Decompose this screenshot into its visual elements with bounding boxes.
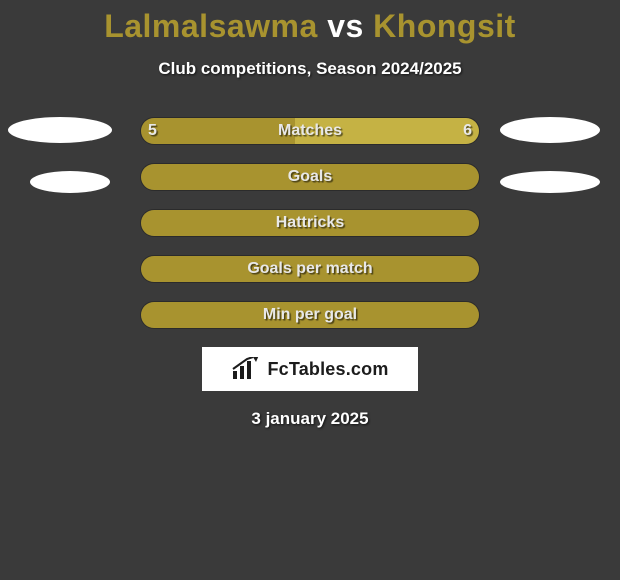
bar-left-segment	[141, 118, 295, 144]
stat-row: Min per goal	[0, 301, 620, 329]
bar-track	[140, 255, 480, 283]
date-label: 3 january 2025	[0, 409, 620, 429]
bar-right-segment	[295, 118, 479, 144]
brand-text: FcTables.com	[267, 359, 388, 380]
player2-name: Khongsit	[373, 8, 516, 44]
brand-logo: FcTables.com	[202, 347, 418, 391]
bar-chart-icon	[231, 357, 261, 381]
bar-track	[140, 209, 480, 237]
stat-row: Goals	[0, 163, 620, 191]
player1-name: Lalmalsawma	[104, 8, 318, 44]
subtitle: Club competitions, Season 2024/2025	[0, 59, 620, 79]
stat-row: Hattricks	[0, 209, 620, 237]
stat-value-right: 6	[463, 117, 472, 145]
bar-full-segment	[141, 164, 479, 190]
comparison-card: Lalmalsawma vs Khongsit Club competition…	[0, 0, 620, 429]
stat-row: 56Matches	[0, 117, 620, 145]
bar-track	[140, 117, 480, 145]
bar-full-segment	[141, 210, 479, 236]
bar-track	[140, 301, 480, 329]
bar-full-segment	[141, 302, 479, 328]
bar-track	[140, 163, 480, 191]
stats-block: 56MatchesGoalsHattricksGoals per matchMi…	[0, 117, 620, 329]
stat-row: Goals per match	[0, 255, 620, 283]
title-vs: vs	[327, 8, 364, 44]
bar-full-segment	[141, 256, 479, 282]
stat-value-left: 5	[148, 117, 157, 145]
page-title: Lalmalsawma vs Khongsit	[0, 0, 620, 45]
